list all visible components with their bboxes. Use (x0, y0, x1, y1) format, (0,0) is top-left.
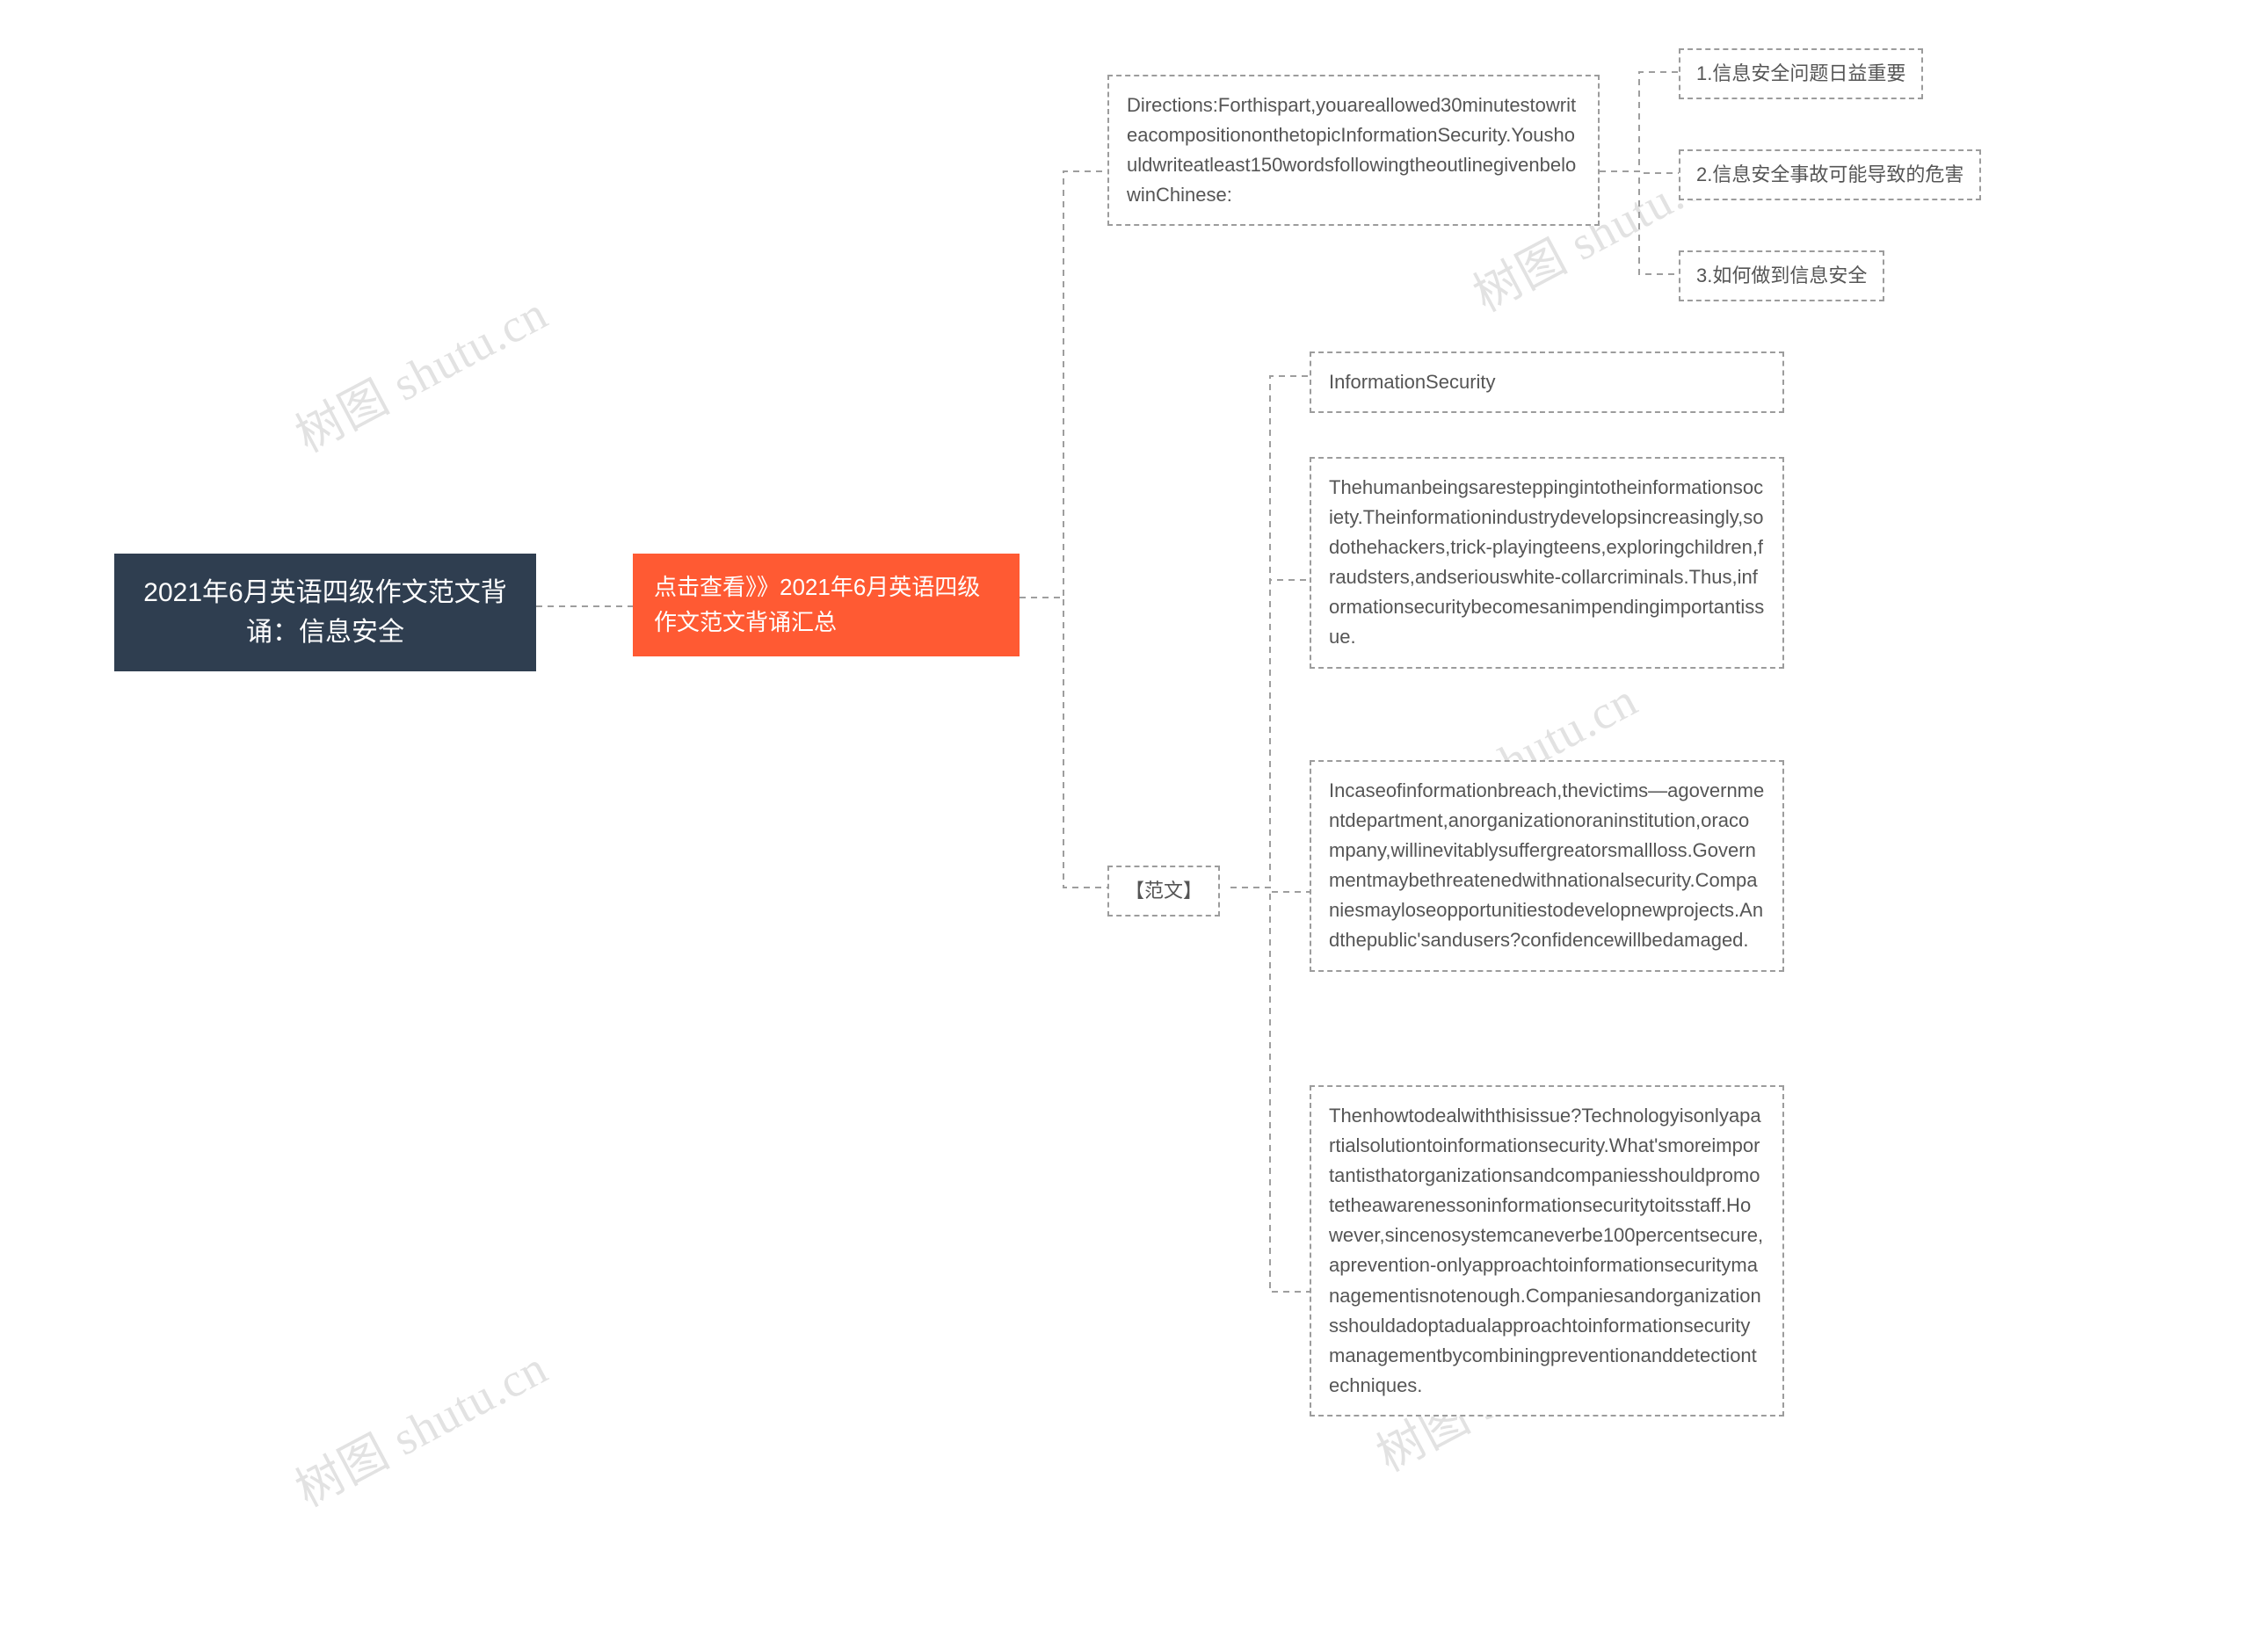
node-directions[interactable]: Directions:Forthispart,youareallowed30mi… (1107, 75, 1600, 226)
node-fanwen-label[interactable]: 【范文】 (1107, 866, 1220, 917)
connectors (0, 0, 2250, 1652)
node-para-1[interactable]: Thehumanbeingsaresteppingintotheinformat… (1310, 457, 1784, 669)
node-title[interactable]: InformationSecurity (1310, 351, 1784, 413)
node-para-2[interactable]: Incaseofinformationbreach,thevictims—ago… (1310, 760, 1784, 972)
root-node[interactable]: 2021年6月英语四级作文范文背诵：信息安全 (114, 554, 536, 671)
watermark: 树图 shutu.cn (281, 275, 557, 466)
watermark: 树图 shutu.cn (281, 1330, 557, 1520)
link-node-summary[interactable]: 点击查看》》2021年6月英语四级作文范文背诵汇总 (633, 554, 1020, 656)
node-para-3[interactable]: Thenhowtodealwiththisissue?Technologyiso… (1310, 1085, 1784, 1417)
node-point-1[interactable]: 1.信息安全问题日益重要 (1679, 48, 1923, 99)
node-point-3[interactable]: 3.如何做到信息安全 (1679, 250, 1884, 301)
node-point-2[interactable]: 2.信息安全事故可能导致的危害 (1679, 149, 1981, 200)
